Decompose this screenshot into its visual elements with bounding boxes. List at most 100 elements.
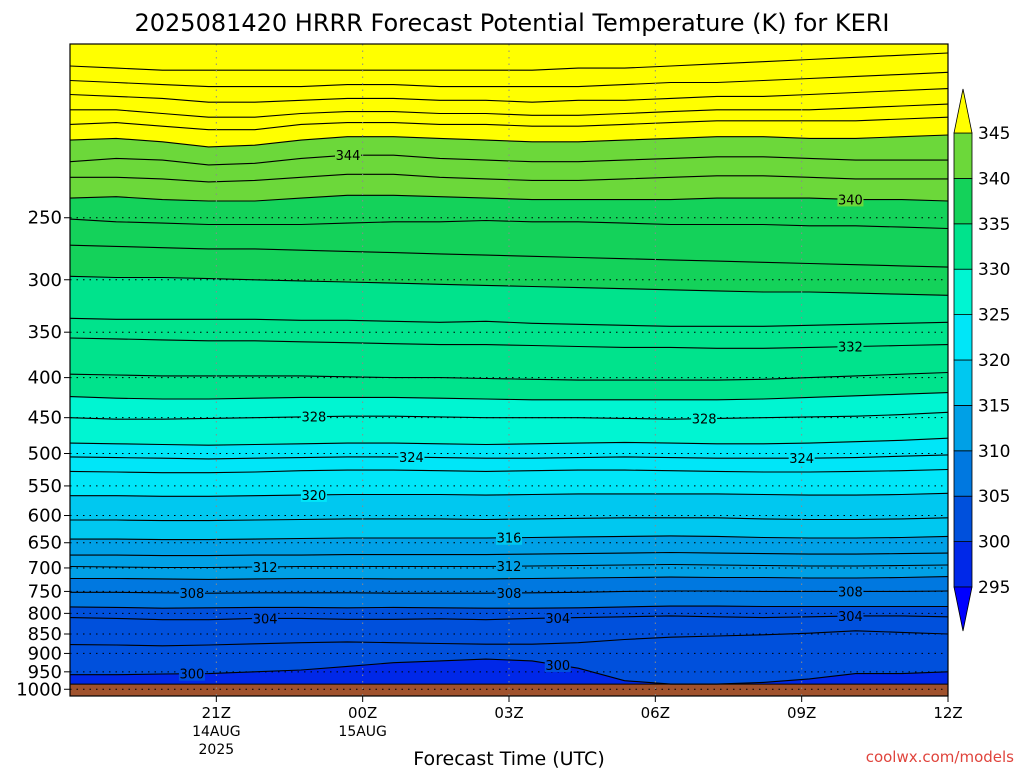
y-tick-label: 1000 (16, 679, 62, 700)
contour-label-text: 328 (301, 411, 326, 426)
colorbar-segment-305 (953, 450, 973, 497)
contour-label-332: 332 (837, 339, 864, 356)
y-tick-label: 250 (28, 208, 62, 229)
contour-label-bg (496, 559, 522, 574)
band-354 (70, 53, 948, 87)
contour-label-text: 308 (497, 587, 522, 602)
colorbar-segment-340 (953, 132, 973, 179)
y-tick-label: 350 (28, 322, 62, 343)
y-tick-label: 750 (28, 581, 62, 602)
colorbar-label: 345 (978, 124, 1010, 144)
contour-label-bg (691, 411, 718, 426)
contour-label-bg (398, 450, 425, 465)
contour-label-text: 340 (838, 193, 863, 208)
contour-label-308: 308 (837, 584, 864, 600)
band-316 (70, 517, 948, 540)
contour-336 (70, 244, 948, 268)
contour-334 (70, 317, 948, 327)
colorbar-top-arrow (953, 88, 973, 134)
band-322 (70, 454, 948, 473)
chart-title: 2025081420 HRRR Forecast Potential Tempe… (134, 9, 889, 37)
contour-label-text: 308 (180, 587, 205, 602)
contour-label-bg (837, 192, 864, 207)
contour-label-bg (335, 148, 362, 163)
y-tick-label: 700 (28, 558, 62, 579)
band-330 (70, 372, 948, 400)
contour-label-bg (178, 666, 205, 681)
contour-label-text: 344 (336, 149, 361, 164)
colorbar-label: 335 (978, 215, 1010, 235)
y-tick-label: 300 (28, 270, 62, 291)
contour-label-text: 308 (838, 585, 863, 600)
y-tick-label: 550 (28, 476, 62, 497)
contour-label-300: 300 (178, 666, 205, 683)
contour-label-bg (788, 451, 815, 466)
colorbar-label: 305 (978, 487, 1010, 507)
contour-label-text: 300 (180, 668, 205, 683)
band-302 (70, 615, 948, 646)
contour-label-324: 324 (788, 451, 815, 467)
contour-328 (70, 411, 948, 420)
colorbar-segment-320 (953, 314, 973, 361)
band-328 (70, 392, 948, 420)
contour-label-bg (544, 610, 571, 625)
y-tick-label: 650 (28, 533, 62, 554)
credit-label[interactable]: coolwx.com/models (866, 748, 1014, 766)
contour-label-text: 300 (545, 659, 570, 674)
contour-352 (70, 88, 948, 103)
colorbar-segment-315 (953, 359, 973, 406)
colorbar-label: 295 (978, 578, 1010, 598)
colorbar-label: 320 (978, 351, 1010, 371)
colorbar-segment-335 (953, 177, 973, 225)
contour-label-text: 304 (838, 610, 863, 625)
colorbar-label: 315 (978, 396, 1010, 416)
y-tick-label: 800 (28, 603, 62, 624)
colorbar-label: 340 (978, 169, 1010, 189)
contour-label-text: 324 (789, 452, 814, 467)
contour-label-text: 304 (545, 612, 570, 627)
x-tick-label: 03Z (494, 704, 523, 722)
contour-label-bg (496, 530, 522, 545)
contour-label-text: 312 (253, 561, 278, 576)
colorbar-bottom-arrow (953, 586, 973, 632)
contour-label-text: 332 (838, 341, 863, 356)
x-axis-title: Forecast Time (UTC) (413, 748, 604, 768)
colorbar-label: 310 (978, 442, 1010, 462)
contour-344 (70, 154, 948, 166)
contour-label-bg (496, 585, 522, 600)
x-tick-label: 12Z (933, 704, 962, 722)
y-tick-label: 400 (28, 368, 62, 389)
contour-label-text: 316 (497, 532, 522, 547)
contour-label-bg (300, 409, 327, 424)
contour-338 (70, 218, 948, 230)
x-tick-label: 09Z (787, 704, 816, 722)
band-324 (70, 438, 948, 459)
contour-label-340: 340 (837, 192, 864, 208)
contour-320 (70, 492, 948, 497)
contour-label-308: 308 (178, 586, 205, 602)
contour-330 (70, 392, 948, 401)
contour-label-text: 312 (497, 560, 522, 575)
colorbar-label: 325 (978, 306, 1010, 326)
contour-label-328: 328 (300, 409, 327, 426)
contour-label-312: 312 (496, 559, 522, 575)
contour-300 (70, 658, 948, 685)
contour-302 (70, 630, 948, 647)
x-tick-date: 14AUG (192, 724, 241, 740)
band-346 (70, 117, 948, 147)
contour-label-bg (178, 586, 205, 601)
band-335 (70, 245, 948, 296)
x-tick-year: 2025 (199, 742, 235, 758)
contour-label-bg (252, 559, 279, 574)
contour-label-312: 312 (252, 559, 279, 576)
colorbar-segment-300 (953, 495, 973, 543)
band-300 (70, 630, 948, 685)
time-axis: 21Z 14AUG 2025 00Z 15AUG 03Z 06Z 09Z 12Z (192, 696, 963, 758)
contour-label-344: 344 (335, 148, 362, 164)
band-304 (70, 606, 948, 620)
contour-label-324: 324 (398, 450, 425, 466)
x-tick-date: 15AUG (338, 724, 387, 740)
band-352 (70, 72, 948, 103)
